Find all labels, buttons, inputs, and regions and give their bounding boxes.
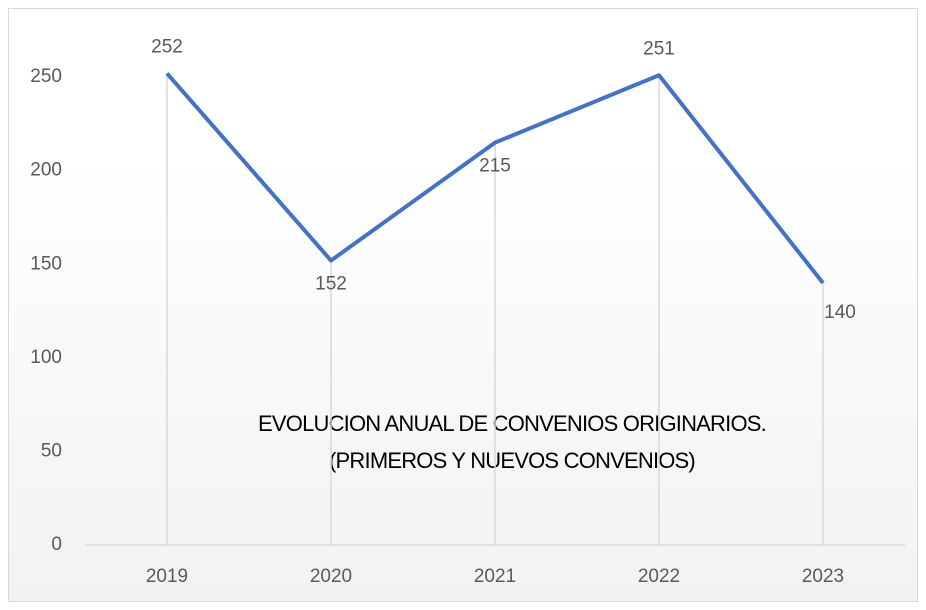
x-tick-label: 2023 bbox=[802, 566, 844, 587]
x-tick-label: 2019 bbox=[146, 566, 188, 587]
data-label: 215 bbox=[479, 156, 511, 177]
y-tick-label: 50 bbox=[41, 440, 62, 461]
x-tick-label: 2022 bbox=[638, 566, 680, 587]
y-tick-label: 150 bbox=[30, 253, 62, 274]
x-tick-label: 2020 bbox=[310, 566, 352, 587]
data-label: 140 bbox=[824, 302, 856, 323]
data-label: 152 bbox=[315, 274, 347, 295]
y-tick-label: 200 bbox=[30, 160, 62, 181]
y-tick-label: 250 bbox=[30, 66, 62, 87]
chart-title: EVOLUCION ANUAL DE CONVENIOS ORIGINARIOS… bbox=[258, 411, 766, 436]
data-line bbox=[165, 72, 825, 285]
y-tick-label: 0 bbox=[51, 534, 62, 555]
data-label: 252 bbox=[151, 36, 183, 57]
chart-subtitle: (PRIMEROS Y NUEVOS CONVENIOS) bbox=[329, 448, 695, 473]
y-tick-label: 100 bbox=[30, 347, 62, 368]
data-label: 251 bbox=[643, 38, 675, 59]
chart-frame bbox=[8, 8, 918, 602]
x-tick-label: 2021 bbox=[474, 566, 516, 587]
